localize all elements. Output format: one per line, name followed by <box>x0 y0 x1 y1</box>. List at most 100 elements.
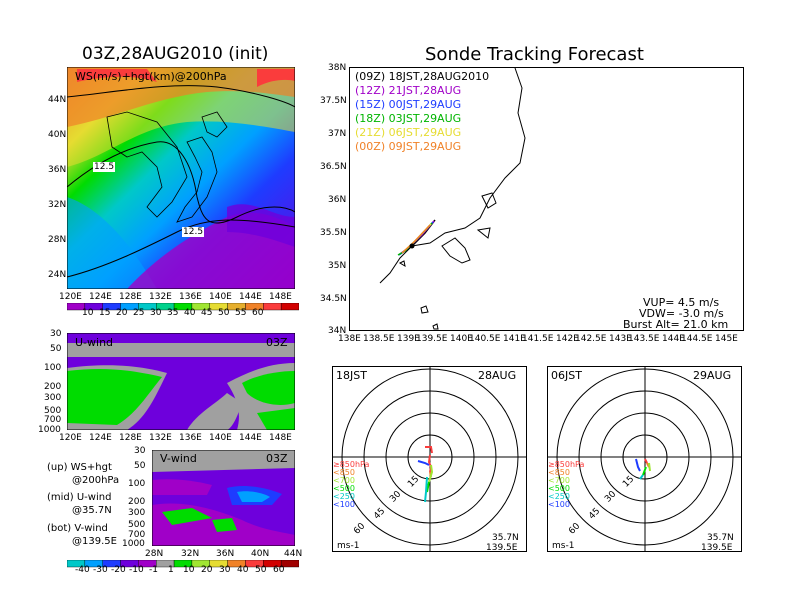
lon-tick-label: 139E <box>397 334 420 344</box>
contour-label: 12.5 <box>93 162 116 172</box>
p-tick-label: 100 <box>128 479 146 489</box>
legend-jst: 06JST,29AUG <box>388 126 462 139</box>
lon-tick-label: 148E <box>269 433 292 443</box>
colorbar-label: -40 <box>75 565 90 575</box>
colorbar-label: 40 <box>237 565 249 575</box>
legend-utc: (21Z) <box>355 126 386 139</box>
track-legend-entry: (09Z) 18JST,28AUG2010 <box>355 70 489 84</box>
lat-tick-label: 36N <box>48 165 67 175</box>
legend-jst: 09JST,29AUG <box>388 140 462 153</box>
v-wind-label: V-wind <box>160 452 197 465</box>
level-label: <250 <box>333 492 355 501</box>
hodo-right-lat: 35.7N <box>707 533 734 543</box>
p-tick-label: 50 <box>50 344 62 354</box>
level-label: <500 <box>548 484 570 493</box>
colorbar-label: 30 <box>150 308 162 318</box>
level-label: ≥850hPa <box>548 460 585 469</box>
u-wind-label: U-wind <box>75 336 114 349</box>
lon-tick-label: 140E <box>209 433 232 443</box>
colorbar-label: 25 <box>133 308 145 318</box>
left-title: 03Z,28AUG2010 (init) <box>82 44 269 64</box>
track-legend-entry: (12Z) 21JST,28AUG <box>355 84 489 98</box>
uv-colorbar-labels: -40 -30 -20 -10 -1 1 10 20 30 40 50 60 <box>75 565 295 575</box>
legend-utc: (15Z) <box>355 98 386 111</box>
p-tick-label: 300 <box>44 393 62 403</box>
p-tick-label: 100 <box>44 363 62 373</box>
lat-tick-label: 40N <box>48 130 67 140</box>
track-legend-entry: (15Z) 00JST,29AUG <box>355 98 489 112</box>
legend-mid: (mid) U-wind <box>47 492 112 503</box>
level-label: ≥850hPa <box>333 460 370 469</box>
colorbar-label: 50 <box>255 565 267 575</box>
colorbar-label: 30 <box>219 565 231 575</box>
u-wind-panel <box>66 332 296 431</box>
lon-tick-label: 148E <box>269 292 292 302</box>
lon-tick-label: 128E <box>119 292 142 302</box>
lon-tick-label: 144.5E <box>681 334 713 344</box>
legend-utc: (12Z) <box>355 84 386 97</box>
p-tick-label: 50 <box>134 461 146 471</box>
lon-tick-label: 132E <box>149 433 172 443</box>
lat-tick-label: 36.5N <box>320 162 347 172</box>
right-title: Sonde Tracking Forecast <box>425 44 644 65</box>
lon-tick-label: 120E <box>59 292 82 302</box>
lon-tick-label: 142.5E <box>575 334 607 344</box>
legend-utc: (18Z) <box>355 112 386 125</box>
hodograph-left-svg <box>333 367 526 551</box>
lon-tick-label: 124E <box>89 433 112 443</box>
colorbar-label: 10 <box>183 565 195 575</box>
lon-tick-label: 132E <box>149 292 172 302</box>
lon-tick-label: 128E <box>119 433 142 443</box>
lon-tick-label: 136E <box>179 433 202 443</box>
p-tick-label: 700 <box>128 530 146 540</box>
ws-map-label: WS(m/s)+hgt(km)@200hPa <box>75 70 227 83</box>
track-info-burst: Burst Alt= 21.0 km <box>623 318 729 331</box>
lat-tick-label: 36N <box>328 195 347 205</box>
lon-tick-label: 140E <box>450 334 473 344</box>
lon-tick-label: 139.5E <box>416 334 448 344</box>
hodo-right-levels: ≥850hPa <850 <700 <500 <250 <100 <box>548 461 584 509</box>
level-label: <250 <box>548 492 570 501</box>
lon-tick-label: 138E <box>338 334 361 344</box>
level-label: <500 <box>333 484 355 493</box>
legend-bot2: @139.5E <box>72 536 117 547</box>
hodo-left-unit: ms-1 <box>337 541 360 551</box>
colorbar-label: 50 <box>218 308 230 318</box>
lon-tick-label: 143E <box>609 334 632 344</box>
lat-tick-label: 28N <box>48 235 67 245</box>
hodo-left-levels: ≥850hPa <850 <700 <500 <250 <100 <box>333 461 369 509</box>
lon-tick-label: 143.5E <box>628 334 660 344</box>
legend-jst: 18JST,28AUG2010 <box>388 70 490 83</box>
lon-tick-label: 136E <box>179 292 202 302</box>
track-legend-entry: (00Z) 09JST,29AUG <box>355 140 489 154</box>
level-label: <700 <box>333 476 355 485</box>
colorbar-label: 55 <box>235 308 247 318</box>
lat-tick-label: 37.5N <box>320 96 347 106</box>
colorbar-label: 1 <box>168 565 174 575</box>
p-tick-label: 200 <box>128 497 146 507</box>
colorbar-label: 60 <box>273 565 285 575</box>
contour-label: 12.5 <box>182 227 205 237</box>
colorbar-label: 15 <box>99 308 111 318</box>
p-tick-label: 1000 <box>122 539 145 549</box>
colorbar-label: 45 <box>201 308 213 318</box>
legend-jst: 21JST,28AUG <box>388 84 462 97</box>
p-tick-label: 500 <box>128 520 146 530</box>
colorbar-label: 35 <box>167 308 179 318</box>
u-wind-time: 03Z <box>266 336 288 349</box>
lon-tick-label: 140.5E <box>469 334 501 344</box>
u-wind-svg <box>66 332 296 431</box>
lat-tick-label: 35N <box>328 261 347 271</box>
p-tick-label: 200 <box>44 382 62 392</box>
lon-tick-label: 144E <box>239 292 262 302</box>
legend-jst: 00JST,29AUG <box>388 98 462 111</box>
lon-tick-label: 138.5E <box>363 334 395 344</box>
v-wind-time: 03Z <box>266 452 288 465</box>
lon-tick-label: 145E <box>715 334 738 344</box>
colorbar-label: 10 <box>82 308 94 318</box>
lon-tick-label: 124E <box>89 292 112 302</box>
lat-tick-label: 32N <box>48 200 67 210</box>
track-lon-labels: 138E 138.5E 139E 139.5E 140E 140.5E 141E… <box>338 334 758 346</box>
v-wind-panel <box>151 449 296 547</box>
colorbar-label: 40 <box>184 308 196 318</box>
